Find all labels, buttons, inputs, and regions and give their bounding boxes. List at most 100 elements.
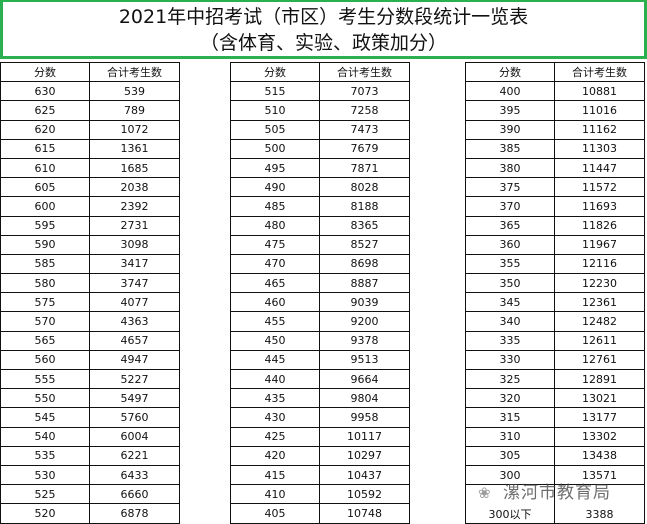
count-cell: 9664 — [319, 368, 410, 390]
score-cell: 530 — [0, 464, 90, 486]
score-cell: 345 — [465, 292, 555, 313]
table-row: 490 8028 — [230, 177, 410, 198]
table-row: 345 12361 — [465, 292, 645, 313]
score-cell: 320 — [465, 388, 555, 409]
score-cell: 620 — [0, 119, 90, 140]
count-cell: 6660 — [89, 484, 180, 505]
table-row: 370 11693 — [465, 196, 645, 217]
watermark: 漯河市教育局 — [503, 483, 611, 503]
score-cell: 600 — [0, 196, 90, 217]
score-cell: 470 — [230, 253, 320, 275]
count-cell: 11303 — [554, 138, 645, 159]
score-cell: 535 — [0, 445, 90, 466]
header-count: 合计考生数 — [89, 61, 180, 83]
count-cell: 12361 — [554, 292, 645, 313]
table-row: 620 1072 — [0, 119, 180, 140]
score-cell: 585 — [0, 253, 90, 275]
wechat-icon: ❀ — [478, 484, 491, 502]
table-row: 575 4077 — [0, 292, 180, 313]
score-cell: 370 — [465, 196, 555, 217]
table-row: 380 11447 — [465, 157, 645, 179]
table-row: 495 7871 — [230, 157, 410, 179]
count-cell: 4947 — [89, 349, 180, 371]
count-cell: 13021 — [554, 388, 645, 409]
count-cell: 10437 — [319, 464, 410, 486]
table-row: 625 789 — [0, 100, 180, 121]
score-cell: 605 — [0, 177, 90, 198]
table-row: 300以下 3388 — [465, 484, 645, 524]
header-row: 分数 合计考生数 — [465, 61, 645, 83]
count-cell: 10117 — [319, 426, 410, 447]
count-cell: 8887 — [319, 273, 410, 294]
table-row: 440 9664 — [230, 368, 410, 390]
table-row: 500 7679 — [230, 138, 410, 159]
score-cell: 615 — [0, 138, 90, 159]
score-cell: 390 — [465, 119, 555, 140]
table-row: 630 539 — [0, 81, 180, 102]
score-cell: 335 — [465, 330, 555, 351]
table-row: 605 2038 — [0, 177, 180, 198]
score-cell: 435 — [230, 388, 320, 409]
score-cell: 500 — [230, 138, 320, 159]
table-row: 310 13302 — [465, 426, 645, 447]
count-cell: 5760 — [89, 407, 180, 428]
count-cell: 13302 — [554, 426, 645, 447]
table-row: 315 13177 — [465, 407, 645, 428]
score-cell: 340 — [465, 311, 555, 332]
score-cell: 520 — [0, 503, 90, 524]
count-cell: 10881 — [554, 81, 645, 102]
score-cell: 465 — [230, 273, 320, 294]
count-cell: 1685 — [89, 157, 180, 179]
count-cell: 12116 — [554, 253, 645, 275]
table-row: 615 1361 — [0, 138, 180, 159]
score-cell: 450 — [230, 330, 320, 351]
table-row: 555 5227 — [0, 368, 180, 390]
score-cell: 575 — [0, 292, 90, 313]
count-cell: 3388 — [554, 484, 645, 524]
table-row: 595 2731 — [0, 215, 180, 236]
count-cell: 8365 — [319, 215, 410, 236]
count-cell: 4657 — [89, 330, 180, 351]
table-row: 325 12891 — [465, 368, 645, 390]
score-cell: 505 — [230, 119, 320, 140]
table-row: 480 8365 — [230, 215, 410, 236]
score-cell: 385 — [465, 138, 555, 159]
count-cell: 1361 — [89, 138, 180, 159]
count-cell: 6433 — [89, 464, 180, 486]
count-cell: 1072 — [89, 119, 180, 140]
count-cell: 8527 — [319, 234, 410, 255]
table-row: 340 12482 — [465, 311, 645, 332]
table-row: 485 8188 — [230, 196, 410, 217]
count-cell: 9804 — [319, 388, 410, 409]
count-cell: 2038 — [89, 177, 180, 198]
table-row: 565 4657 — [0, 330, 180, 351]
score-cell: 405 — [230, 503, 320, 524]
count-cell: 5227 — [89, 368, 180, 390]
count-cell: 7258 — [319, 100, 410, 121]
count-cell: 10748 — [319, 503, 410, 524]
table-row: 455 9200 — [230, 311, 410, 332]
score-cell: 475 — [230, 234, 320, 255]
score-cell: 350 — [465, 273, 555, 294]
table-row: 405 10748 — [230, 503, 410, 524]
count-cell: 12482 — [554, 311, 645, 332]
score-cell: 485 — [230, 196, 320, 217]
count-cell: 10297 — [319, 445, 410, 466]
table-row: 415 10437 — [230, 464, 410, 486]
count-cell: 3417 — [89, 253, 180, 275]
table-row: 360 11967 — [465, 234, 645, 255]
score-cell: 595 — [0, 215, 90, 236]
score-cell: 545 — [0, 407, 90, 428]
count-cell: 5497 — [89, 388, 180, 409]
count-cell: 7871 — [319, 157, 410, 179]
score-cell: 300以下 — [465, 484, 555, 524]
score-cell: 590 — [0, 234, 90, 255]
count-cell: 9513 — [319, 349, 410, 371]
title-box: 2021年中招考试（市区）考生分数段统计一览表 （含体育、实验、政策加分） — [0, 0, 647, 59]
score-cell: 415 — [230, 464, 320, 486]
score-cell: 420 — [230, 445, 320, 466]
table-row: 505 7473 — [230, 119, 410, 140]
score-cell: 555 — [0, 368, 90, 390]
header-score: 分数 — [230, 61, 320, 83]
table-row: 420 10297 — [230, 445, 410, 466]
